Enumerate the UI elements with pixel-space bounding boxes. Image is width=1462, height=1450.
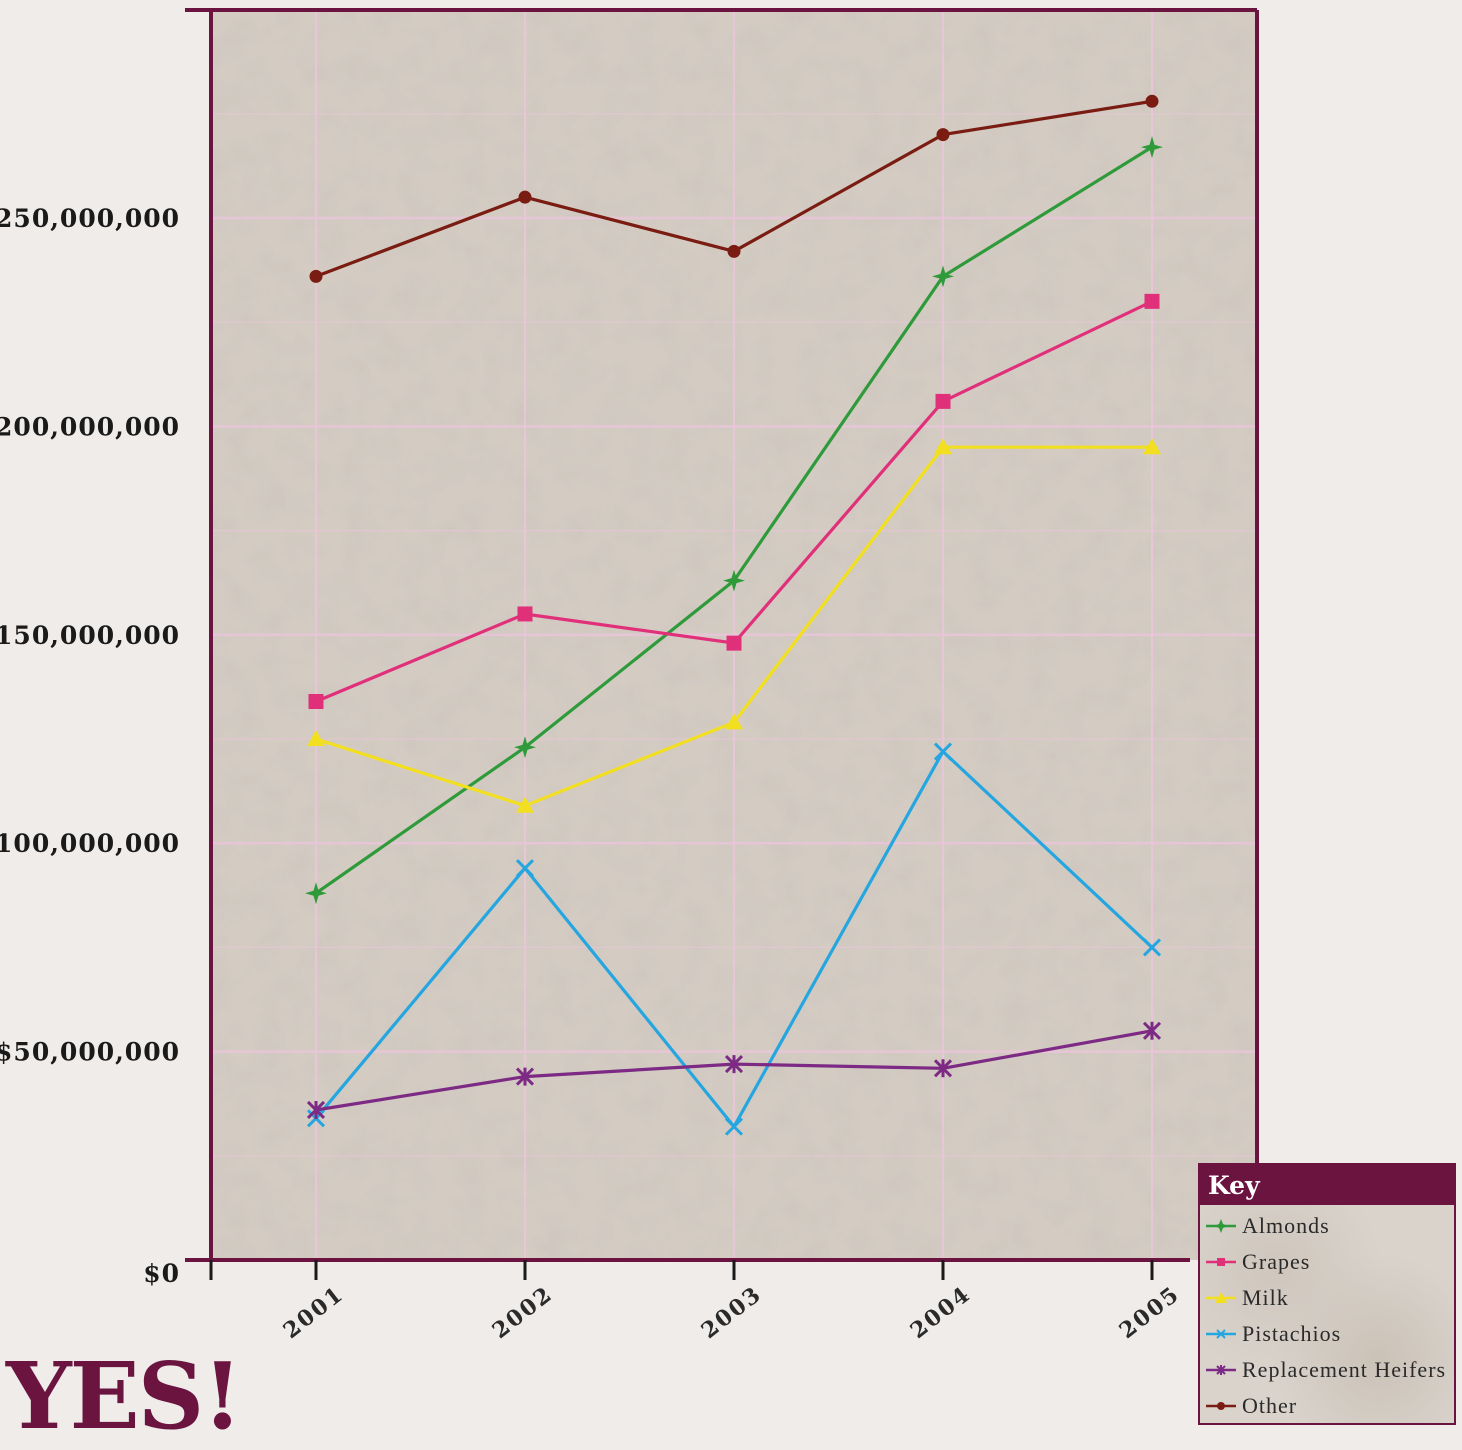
legend-item-pistachios: Pistachios — [1206, 1319, 1341, 1349]
legend-marker — [1214, 1219, 1228, 1233]
data-point-almonds — [723, 569, 745, 592]
data-point-other — [727, 244, 741, 258]
legend-marker — [1215, 1292, 1227, 1303]
legend-item-grapes: Grapes — [1206, 1247, 1310, 1277]
data-point-milk — [307, 730, 325, 746]
legend-title: Key — [1200, 1165, 1454, 1205]
x-axis-ticks: 2001 2002 2003 2004 2005 — [209, 1260, 1185, 1344]
series-lines — [305, 94, 1163, 1136]
data-point-milk — [725, 713, 743, 730]
legend-label-grapes: Grapes — [1242, 1249, 1311, 1274]
data-point-replacement-heifers — [724, 1055, 744, 1074]
yes-banner: YES! — [6, 1342, 243, 1450]
data-point-grapes — [726, 635, 742, 651]
legend-item-almonds: Almonds — [1206, 1211, 1330, 1241]
legend-marker — [1217, 1402, 1225, 1410]
legend-swatch-pistachios — [1206, 1329, 1236, 1339]
x-tick-label: 2001 — [278, 1281, 349, 1344]
series-almonds — [305, 136, 1163, 905]
series-other — [309, 94, 1159, 283]
data-point-replacement-heifers — [1142, 1021, 1162, 1040]
data-point-other — [936, 128, 950, 142]
legend-swatch-other — [1206, 1402, 1236, 1410]
y-tick-label: $0 — [143, 1259, 180, 1288]
x-tick-label: 2005 — [1114, 1281, 1185, 1344]
legend-item-other: Other — [1206, 1391, 1297, 1421]
data-point-pistachios — [933, 742, 953, 761]
y-axis-ticks: $0 $50,000,000 $100,000,000 $150,000,000 $20… — [0, 204, 180, 1288]
legend-swatch-milk — [1206, 1292, 1236, 1303]
data-point-milk — [934, 438, 952, 455]
legend-label-replacement-heifers: Replacement Heifers — [1242, 1357, 1447, 1382]
data-point-almonds — [1141, 136, 1163, 159]
legend-label-pistachios: Pistachios — [1242, 1321, 1342, 1346]
legend-swatch-replacement-heifers — [1206, 1365, 1236, 1375]
plot-frame — [185, 8, 1259, 1262]
series-grapes — [308, 293, 1160, 709]
data-point-replacement-heifers — [306, 1100, 326, 1120]
y-tick-label: $250,000,000 — [0, 204, 180, 233]
series-milk — [307, 438, 1161, 813]
x-tick-label: 2004 — [905, 1281, 976, 1344]
legend-label-other: Other — [1242, 1393, 1298, 1418]
data-point-pistachios — [724, 1117, 744, 1136]
y-tick-label: $150,000,000 — [0, 621, 180, 650]
x-tick-label: 2002 — [487, 1281, 558, 1344]
data-point-almonds — [932, 265, 954, 288]
data-point-milk — [1143, 438, 1161, 455]
data-point-replacement-heifers — [933, 1059, 953, 1078]
data-point-grapes — [1144, 293, 1160, 309]
data-point-replacement-heifers — [515, 1067, 535, 1086]
y-tick-label: $50,000,000 — [0, 1038, 180, 1067]
legend-marker — [1217, 1258, 1225, 1266]
data-point-grapes — [308, 693, 324, 709]
y-tick-label: $100,000,000 — [0, 829, 180, 858]
data-point-pistachios — [515, 859, 535, 878]
data-point-almonds — [305, 882, 327, 905]
data-point-other — [1145, 94, 1159, 108]
legend-swatch-almonds — [1206, 1219, 1236, 1233]
line-chart: $0 $50,000,000 $100,000,000 $150,000,000 $20… — [0, 8, 1259, 1344]
data-point-pistachios — [1142, 938, 1162, 957]
legend-marker — [1216, 1365, 1226, 1375]
series-pistachios — [306, 742, 1162, 1136]
series-replacement-heifers — [306, 1021, 1162, 1120]
data-point-grapes — [517, 606, 533, 622]
data-point-other — [309, 269, 323, 283]
data-point-milk — [516, 796, 534, 813]
legend: Key Almonds Grapes Milk Pistachios Replaceme… — [1198, 1163, 1456, 1425]
legend-label-milk: Milk — [1242, 1285, 1289, 1310]
y-tick-label: $200,000,000 — [0, 412, 180, 441]
data-point-grapes — [935, 393, 951, 409]
legend-item-replacement-heifers: Replacement Heifers — [1206, 1355, 1446, 1385]
legend-label-almonds: Almonds — [1242, 1213, 1330, 1238]
x-tick-label: 2003 — [696, 1281, 767, 1344]
legend-marker — [1216, 1329, 1226, 1339]
data-point-almonds — [514, 736, 536, 759]
legend-item-milk: Milk — [1206, 1283, 1289, 1313]
legend-swatch-grapes — [1206, 1258, 1236, 1266]
data-point-other — [518, 190, 532, 204]
